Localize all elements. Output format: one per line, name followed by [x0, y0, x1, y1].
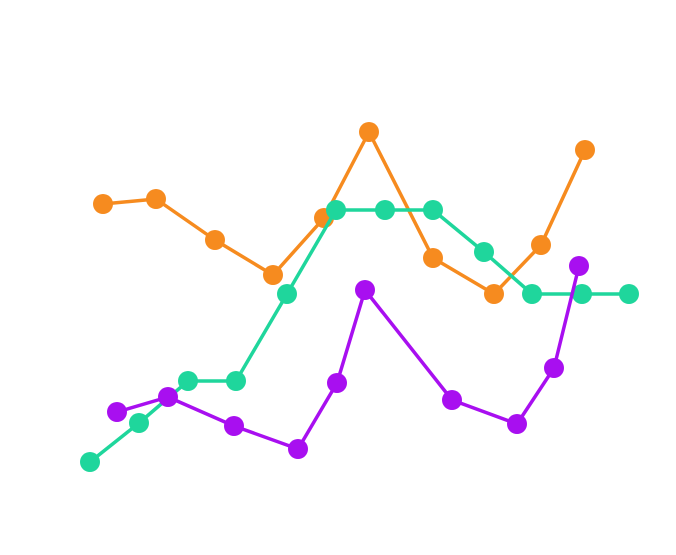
series-2-point-7 — [507, 414, 527, 434]
series-0-point-1 — [146, 189, 166, 209]
series-0-point-0 — [93, 194, 113, 214]
series-0-point-8 — [531, 235, 551, 255]
series-1 — [80, 200, 639, 472]
series-2 — [107, 256, 589, 459]
series-1-point-2 — [178, 371, 198, 391]
series-2-point-3 — [288, 439, 308, 459]
series-1-point-10 — [572, 284, 592, 304]
series-0-point-2 — [205, 230, 225, 250]
series-0-point-5 — [359, 122, 379, 142]
series-1-point-7 — [423, 200, 443, 220]
series-1-point-0 — [80, 452, 100, 472]
series-1-point-6 — [375, 200, 395, 220]
series-2-point-5 — [355, 280, 375, 300]
series-2-point-1 — [158, 387, 178, 407]
series-2-point-0 — [107, 402, 127, 422]
series-2-point-2 — [224, 416, 244, 436]
series-2-point-8 — [544, 358, 564, 378]
series-0-point-6 — [423, 248, 443, 268]
plot-area — [80, 122, 639, 472]
series-1-point-4 — [277, 284, 297, 304]
series-1-point-8 — [474, 242, 494, 262]
series-1-point-9 — [522, 284, 542, 304]
series-0-point-9 — [575, 140, 595, 160]
series-0-line — [102, 130, 587, 296]
series-0-point-3 — [263, 265, 283, 285]
series-1-point-3 — [226, 371, 246, 391]
series-1-point-5 — [326, 200, 346, 220]
series-2-line — [116, 265, 581, 451]
series-0 — [93, 122, 595, 304]
series-1-point-1 — [129, 413, 149, 433]
series-1-point-11 — [619, 284, 639, 304]
series-2-point-9 — [569, 256, 589, 276]
series-2-point-4 — [327, 373, 347, 393]
series-2-point-6 — [442, 390, 462, 410]
series-0-point-7 — [484, 284, 504, 304]
